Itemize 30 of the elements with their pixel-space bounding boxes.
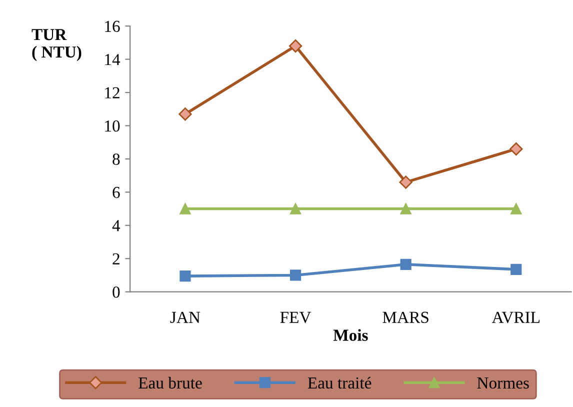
y-tick-label: 10 xyxy=(105,120,120,132)
y-axis-title: TUR ( NTU) xyxy=(32,29,82,62)
point xyxy=(400,258,412,270)
legend-label: Normes xyxy=(477,378,529,389)
x-axis-title: Mois xyxy=(333,329,368,341)
point xyxy=(180,270,191,282)
point xyxy=(178,107,192,121)
legend-label: Eau brute xyxy=(138,376,202,389)
y-tick-label: 4 xyxy=(112,220,120,232)
legend-label: Eau traité xyxy=(308,376,372,389)
x-tick-label: MARS xyxy=(382,312,428,323)
x-tick-label: FEV xyxy=(280,312,312,324)
point xyxy=(180,203,191,214)
point xyxy=(290,203,302,214)
y-tick-label: 14 xyxy=(105,54,120,66)
point xyxy=(290,270,302,281)
point xyxy=(510,142,523,156)
point xyxy=(399,176,412,189)
y-tick-label: 16 xyxy=(105,20,120,32)
y-tick-label: 0 xyxy=(112,286,120,298)
point xyxy=(400,203,412,214)
x-tick-label: JAN xyxy=(170,312,200,323)
y-tick-label: 12 xyxy=(105,87,120,98)
y-tick-label: 2 xyxy=(112,253,120,264)
y-tick-label: 6 xyxy=(112,186,120,198)
x-tick-label: AVRIL xyxy=(492,312,540,324)
y-tick-label: 8 xyxy=(112,154,120,165)
point xyxy=(510,203,522,214)
point xyxy=(288,39,302,53)
point xyxy=(510,264,522,275)
